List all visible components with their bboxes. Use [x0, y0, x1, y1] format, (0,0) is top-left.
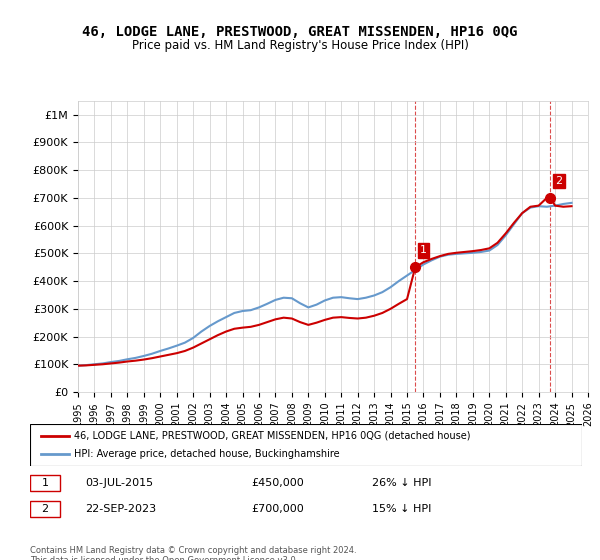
Text: 26% ↓ HPI: 26% ↓ HPI	[372, 478, 432, 488]
Text: 46, LODGE LANE, PRESTWOOD, GREAT MISSENDEN, HP16 0QG (detached house): 46, LODGE LANE, PRESTWOOD, GREAT MISSEND…	[74, 431, 470, 441]
Text: £700,000: £700,000	[251, 504, 304, 514]
Text: Price paid vs. HM Land Registry's House Price Index (HPI): Price paid vs. HM Land Registry's House …	[131, 39, 469, 52]
Text: 46, LODGE LANE, PRESTWOOD, GREAT MISSENDEN, HP16 0QG: 46, LODGE LANE, PRESTWOOD, GREAT MISSEND…	[82, 25, 518, 39]
Text: 22-SEP-2023: 22-SEP-2023	[85, 504, 157, 514]
Text: 15% ↓ HPI: 15% ↓ HPI	[372, 504, 431, 514]
Text: £450,000: £450,000	[251, 478, 304, 488]
Text: 03-JUL-2015: 03-JUL-2015	[85, 478, 154, 488]
FancyBboxPatch shape	[30, 424, 582, 466]
FancyBboxPatch shape	[30, 475, 61, 491]
Text: Contains HM Land Registry data © Crown copyright and database right 2024.
This d: Contains HM Land Registry data © Crown c…	[30, 546, 356, 560]
Text: 1: 1	[41, 478, 49, 488]
Text: 1: 1	[420, 245, 427, 255]
Text: HPI: Average price, detached house, Buckinghamshire: HPI: Average price, detached house, Buck…	[74, 449, 340, 459]
Text: 2: 2	[41, 504, 49, 514]
FancyBboxPatch shape	[30, 501, 61, 517]
Text: 2: 2	[556, 176, 563, 186]
